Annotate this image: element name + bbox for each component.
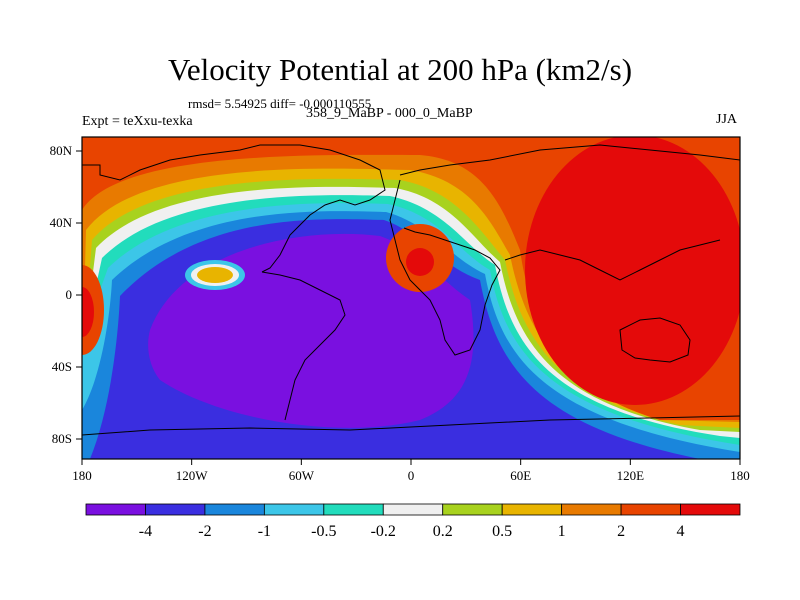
lon-tick-label: 0: [408, 468, 415, 483]
coast-antarctica: [82, 415, 740, 436]
colorbar-label: -4: [139, 523, 152, 540]
colorbar-label: 2: [617, 523, 625, 540]
lat-tick-label: 80N: [50, 143, 73, 158]
rmsd-diff-text: rmsd= 5.54925 diff= -0.000110555: [188, 96, 372, 111]
lon-tick-label: 60W: [289, 468, 315, 483]
pacific-cell-yellow: [197, 267, 233, 283]
colorbar-box: [382, 503, 444, 516]
colorbar-box: [85, 503, 146, 516]
colorbar-box: [323, 503, 384, 516]
experiment-label: Expt = teXxu-texka: [82, 114, 193, 129]
colorbar-label: 4: [677, 523, 685, 540]
colorbar-box: [263, 503, 325, 516]
colorbar-label: 1: [558, 523, 566, 540]
colorbar-label: -0.5: [311, 523, 336, 540]
lat-tick-label: 0: [66, 287, 73, 302]
lon-tick-label: 180: [72, 468, 92, 483]
lon-tick-label: 120E: [617, 468, 645, 483]
season-label: JJA: [716, 112, 738, 127]
colorbar-box: [501, 503, 563, 516]
dateline-cell-red: [82, 287, 94, 337]
east-hemisphere-max: [525, 137, 740, 405]
colorbar-label: 0.5: [492, 523, 512, 540]
colorbar-label: -2: [198, 523, 211, 540]
coast-eurasia-africa: [389, 144, 740, 356]
africa-cell-inner: [406, 248, 434, 276]
colorbar-label: -1: [258, 523, 271, 540]
colorbar-box: [680, 503, 741, 516]
colorbar-box: [442, 503, 503, 516]
coast-asia: [504, 239, 721, 281]
lon-tick-label: 120W: [176, 468, 209, 483]
coast-north-america: [82, 144, 386, 273]
lat-tick-label: 80S: [52, 431, 72, 446]
contour-field: [82, 137, 740, 459]
colorbar-label: -0.2: [371, 523, 396, 540]
lon-tick-label: 60E: [510, 468, 531, 483]
colorbar-box: [620, 503, 681, 516]
coast-south-america: [261, 271, 346, 421]
comparison-label: 358_9_MaBP - 000_0_MaBP: [306, 106, 473, 121]
lon-tick-label: 180: [730, 468, 750, 483]
colorbar-box: [561, 503, 622, 516]
lat-axis: 80N 40N 0 40S 80S: [50, 143, 82, 446]
lon-axis: 180 120W 60W 0 60E 120E 180: [72, 459, 750, 483]
colorbar-box: [145, 503, 206, 516]
coast-australia: [619, 317, 691, 363]
colorbar: -4 -2 -1 -0.5 -0.2 0.2 0.5 1 2 4: [85, 503, 741, 540]
colorbar-label: 0.2: [433, 523, 453, 540]
lat-tick-label: 40S: [52, 359, 72, 374]
plot-title: Velocity Potential at 200 hPa (km2/s): [167, 52, 633, 87]
lat-tick-label: 40N: [50, 215, 73, 230]
coastlines: [82, 144, 740, 436]
colorbar-box: [204, 503, 265, 516]
